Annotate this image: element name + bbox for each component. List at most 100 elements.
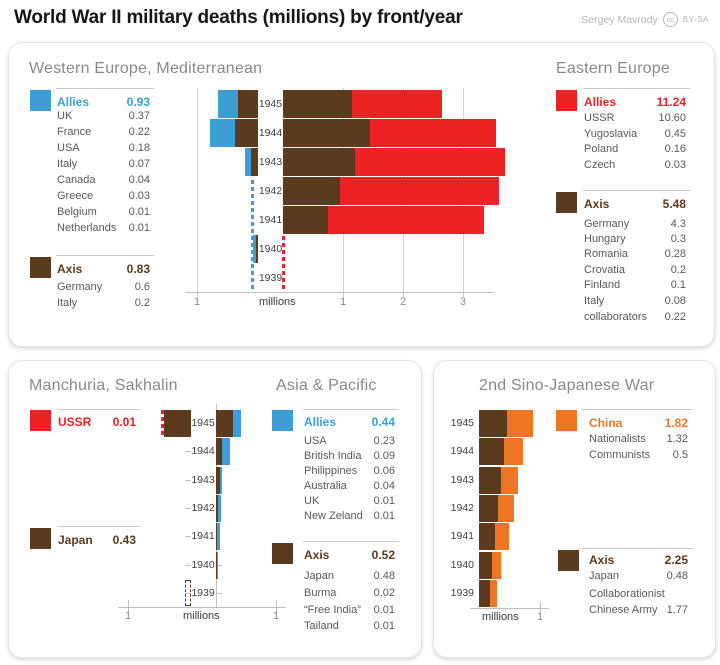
legend-item-value-asia: 0.02: [373, 587, 395, 599]
bar-asia-1945-axis: [216, 410, 233, 437]
legend-group-total-sino-axis: 2.25: [664, 553, 688, 567]
chart-title-eastern: Eastern Europe: [556, 60, 670, 77]
legend-divider-eastern-axis: [583, 190, 690, 191]
year-label-western-1945: 1945: [258, 97, 283, 110]
axis-line-bottom-left: [118, 607, 286, 608]
attribution-license: BY-SA: [682, 15, 709, 24]
legend-group-label-western-axis: Axis: [57, 262, 83, 276]
bar-asia-1943-allies: [219, 466, 223, 494]
year-label-sino-1941: 1941: [450, 530, 474, 543]
legend-item-value-eastern: 0.16: [664, 143, 686, 155]
bar-eastern-1941-allies: [328, 206, 484, 234]
legend-item-value-western: 0.04: [128, 174, 150, 186]
year-tick-manchuria: [185, 536, 191, 538]
bar-sino-1943-axis: [479, 466, 501, 494]
legend-item-label-asia: UK: [304, 495, 320, 507]
legend-item-value-asia: 0.06: [373, 465, 395, 477]
legend-item-value-eastern: 0.45: [664, 128, 686, 140]
legend-item-label-eastern: Poland: [584, 143, 619, 155]
legend-item-value-eastern: 10.60: [658, 112, 686, 124]
legend-group-label-asia-axis: Axis: [304, 548, 330, 562]
legend-group-total-eastern-allies: 11.24: [656, 95, 686, 109]
bar-western-1943-axis: [250, 148, 258, 176]
legend-item-value-asia: 0.01: [373, 604, 395, 616]
legend-group-label-asia-allies: Allies: [304, 415, 337, 429]
legend-divider-manchuria-japan: [57, 526, 140, 527]
bar-asia-1944-axis: [216, 438, 223, 466]
legend-item-label-eastern: collaborators: [584, 311, 647, 323]
year-label-sino-1942: 1942: [450, 501, 474, 514]
bar-asia-1942-axis: [216, 494, 219, 522]
legend-item-label-sino: Collaborationist: [589, 588, 665, 600]
bar-sino-1940-china: [491, 551, 502, 579]
year-tick-asia: [217, 592, 222, 594]
legend-item-label-eastern: Romania: [584, 248, 629, 260]
axis-tick-top: [463, 292, 464, 297]
legend-swatch-eastern-axis: [556, 192, 577, 213]
legend-swatch-sino-axis: [558, 550, 579, 571]
bar-western-1945-axis: [238, 90, 258, 118]
year-tick-manchuria: [185, 479, 191, 481]
bar-eastern-1944-axis: [283, 119, 370, 147]
bar-sino-1942-china: [498, 494, 514, 522]
legend-divider-sino-china: [582, 409, 693, 410]
axis-tick-asia-1: [276, 600, 277, 613]
legend-item-label-sino: Communists: [589, 449, 651, 461]
axis-unit-label-bottom-left: millions: [183, 610, 220, 622]
bar-sino-1945-axis: [479, 410, 507, 437]
legend-group-total-western-axis: 0.83: [126, 262, 150, 276]
axis-tick-top: [197, 292, 198, 297]
bar-eastern-1945-axis: [283, 90, 352, 118]
axis-tick-label-western-1: 1: [193, 296, 201, 308]
bar-asia-1943-axis: [216, 466, 220, 494]
page-title: World War II military deaths (millions) …: [14, 7, 463, 28]
chart-title-sino: 2nd Sino-Japanese War: [479, 377, 655, 394]
bar-eastern-1942-allies: [340, 177, 499, 205]
legend-item-value-eastern: 0.08: [664, 295, 686, 307]
legend-item-value-eastern: 0.22: [664, 311, 686, 323]
legend-group-total-manchuria-japan: 0.43: [112, 533, 136, 547]
axis-tick-sino-1: [540, 602, 541, 614]
axis-line-top: [185, 292, 494, 293]
year-tick-manchuria: [185, 564, 191, 566]
attribution-author: Sergey Mavrody: [581, 13, 658, 26]
legend-item-value-sino: 0.5: [672, 449, 688, 461]
legend-swatch-western-axis: [30, 257, 51, 278]
legend-item-label-eastern: Crovatia: [584, 264, 625, 276]
bar-asia-1942-allies: [218, 494, 222, 522]
year-label-manchuria-1939: 1939: [191, 586, 215, 599]
legend-item-value-eastern: 4.3: [670, 218, 686, 230]
legend-item-value-sino: 1.32: [666, 433, 688, 445]
year-label-sino-1939: 1939: [450, 586, 474, 599]
year-tick-manchuria: [185, 592, 191, 594]
bar-eastern-1945-allies: [352, 90, 442, 118]
axis-tick-label-eastern-2: 2: [399, 296, 407, 308]
legend-divider-sino-axis: [582, 548, 693, 549]
bar-sino-1942-axis: [479, 494, 499, 522]
year-label-manchuria-1941: 1941: [191, 530, 215, 543]
year-tick-manchuria: [185, 507, 191, 509]
legend-item-label-sino: Japan: [589, 570, 619, 582]
legend-item-label-western: Canada: [57, 174, 96, 186]
creative-commons-icon: cc: [662, 12, 678, 27]
axis-tick-label-asia-1: 1: [272, 610, 280, 622]
legend-group-total-asia-allies: 0.44: [371, 415, 395, 429]
bar-sino-1940-axis: [479, 551, 492, 579]
legend-item-label-asia: Australia: [304, 480, 347, 492]
year-label-western-1941: 1941: [258, 213, 283, 226]
legend-divider-asia-allies: [303, 409, 399, 410]
legend-item-label-eastern: Finland: [584, 279, 621, 291]
legend-item-value-western: 0.18: [128, 142, 150, 154]
legend-item-label-western: Italy: [57, 158, 78, 170]
axis-tick-label-manchuria-1: 1: [124, 610, 132, 622]
year-label-manchuria-1940: 1940: [191, 558, 215, 571]
legend-group-label-eastern-axis: Axis: [584, 197, 610, 211]
bar-manchuria-1945-japan: [163, 410, 191, 437]
legend-item-label-eastern: Hungary: [584, 233, 626, 245]
legend-group-total-sino-china: 1.82: [664, 416, 688, 430]
chart-title-asia: Asia & Pacific: [276, 377, 377, 394]
year-label-western-1942: 1942: [258, 184, 283, 197]
legend-item-label-sino: Nationalists: [589, 433, 646, 445]
year-label-sino-1943: 1943: [450, 473, 474, 486]
bar-sino-1939-china: [489, 579, 498, 607]
